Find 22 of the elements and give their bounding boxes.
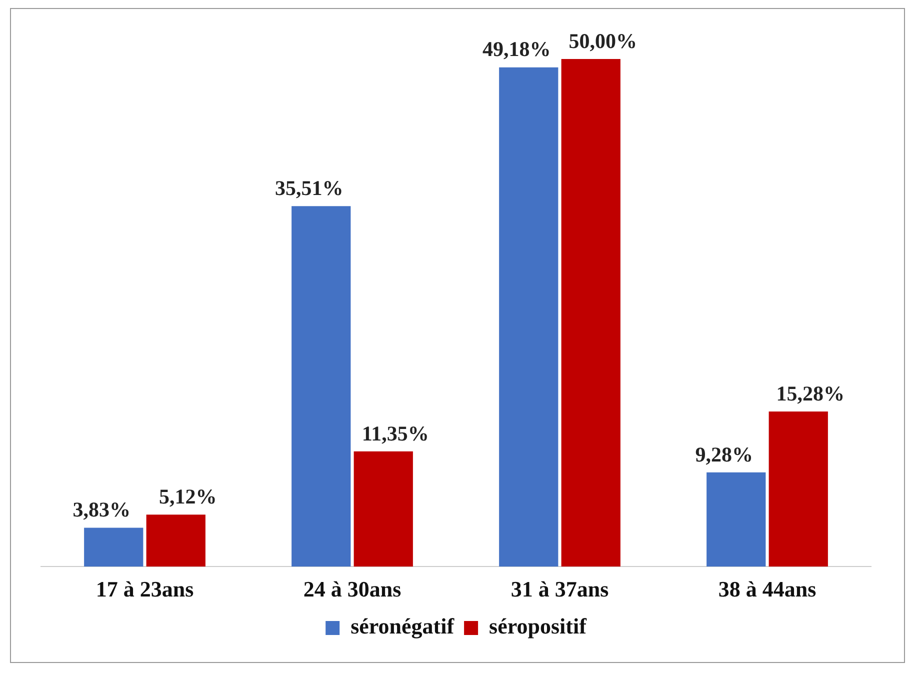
x-tick-label: 38 à 44ans bbox=[718, 576, 817, 602]
x-tick-label: 31 à 37ans bbox=[510, 576, 610, 602]
bar bbox=[354, 451, 413, 567]
x-tick-label: 24 à 30ans bbox=[303, 576, 402, 602]
bar bbox=[561, 59, 620, 567]
x-tick-label: 17 à 23ans bbox=[96, 576, 194, 602]
data-label: 9,28% bbox=[695, 442, 753, 466]
legend-label: séronégatif bbox=[350, 614, 455, 639]
data-label: 11,35% bbox=[362, 421, 429, 446]
bar bbox=[706, 472, 766, 567]
bar bbox=[768, 411, 828, 567]
data-label: 49,18% bbox=[482, 37, 551, 62]
data-label: 5,12% bbox=[159, 484, 217, 509]
legend-label: séropositif bbox=[489, 614, 588, 639]
data-label: 35,51% bbox=[275, 176, 344, 200]
bar bbox=[499, 67, 558, 567]
bar bbox=[146, 514, 206, 567]
bar bbox=[84, 528, 144, 567]
data-label: 3,83% bbox=[72, 498, 130, 522]
bar bbox=[292, 206, 351, 567]
data-label: 50,00% bbox=[568, 28, 637, 53]
data-label: 15,28% bbox=[776, 381, 844, 406]
